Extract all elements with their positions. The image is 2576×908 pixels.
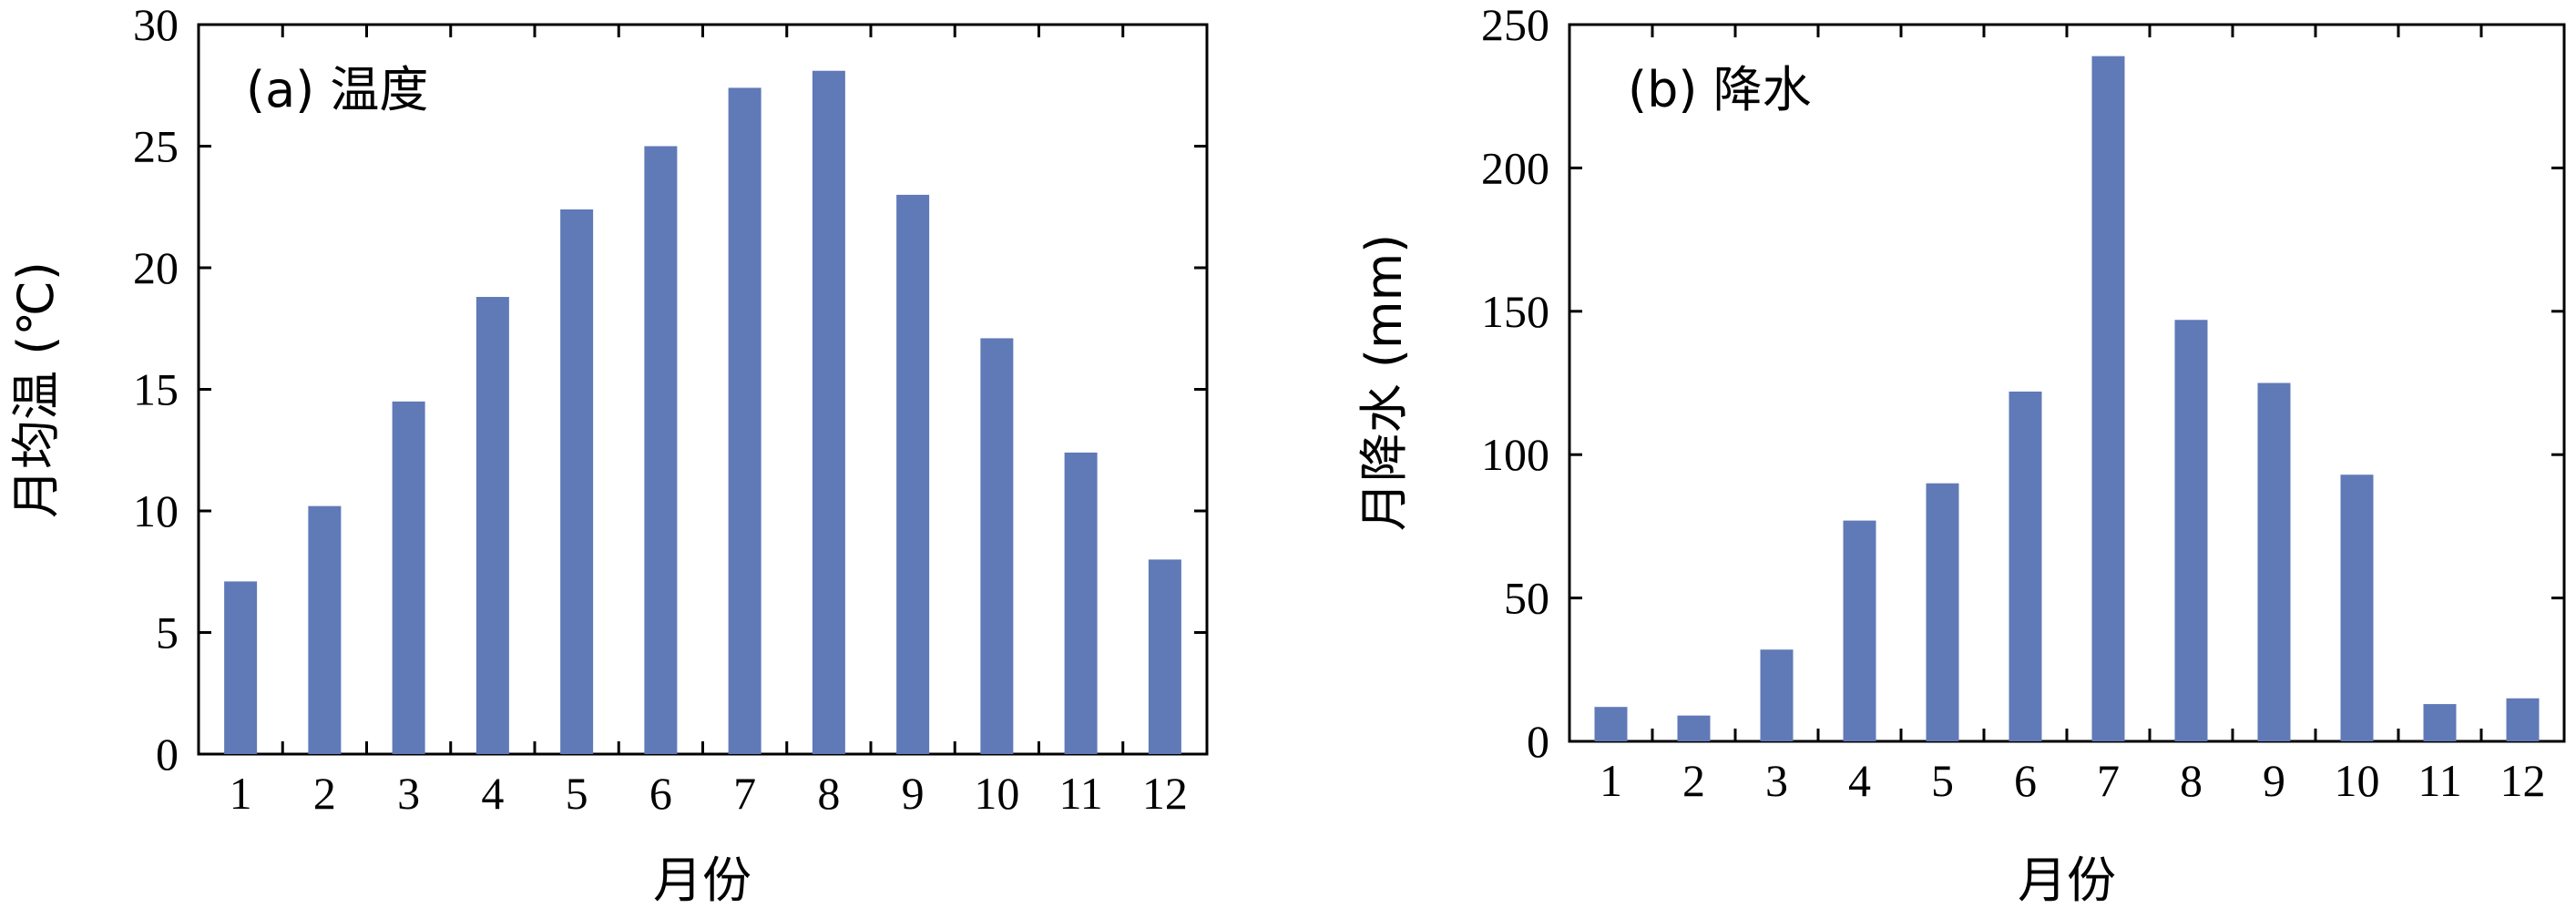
precipitation-panel-title: (b) 降水 (1628, 61, 1812, 118)
temperature-x-tick-label: 9 (902, 768, 925, 819)
precipitation-x-tick-label: 7 (2097, 755, 2120, 806)
temperature-y-tick-label: 30 (133, 0, 179, 50)
precipitation-bar-5 (1926, 483, 1959, 741)
temperature-bar-10 (980, 338, 1014, 754)
precipitation-x-tick-label: 3 (1765, 755, 1788, 806)
temperature-y-tick-label: 0 (156, 729, 179, 780)
precipitation-x-tick-label: 12 (2500, 755, 2546, 806)
precipitation-y-tick-label: 100 (1481, 429, 1549, 480)
temperature-x-tick-label: 12 (1142, 768, 1188, 819)
precipitation-bar-2 (1677, 715, 1711, 741)
precipitation-y-axis-title: 月降水 (mm) (1355, 234, 1413, 532)
temperature-bar-3 (392, 401, 425, 754)
temperature-x-tick-label: 1 (230, 768, 252, 819)
precipitation-bar-7 (2091, 56, 2125, 742)
precipitation-x-tick-label: 8 (2180, 755, 2203, 806)
precipitation-bar-11 (2423, 704, 2457, 741)
precipitation-x-tick-label: 10 (2335, 755, 2380, 806)
temperature-x-tick-label: 3 (397, 768, 420, 819)
temperature-y-axis-title: 月均温 (℃) (7, 261, 65, 518)
temperature-bar-4 (475, 297, 509, 754)
temperature-bar-7 (728, 87, 762, 755)
temperature-x-tick-label: 8 (817, 768, 840, 819)
temperature-bar-1 (224, 581, 258, 754)
precipitation-y-tick-label: 250 (1481, 0, 1549, 50)
precipitation-bar-8 (2174, 320, 2208, 741)
temperature-bar-8 (812, 70, 845, 755)
precipitation-bar-12 (2506, 698, 2540, 741)
precipitation-bar-1 (1594, 707, 1628, 741)
precipitation-bar-10 (2340, 474, 2374, 741)
temperature-y-tick-label: 10 (133, 485, 179, 536)
precipitation-bar-4 (1843, 520, 1876, 741)
precipitation-bars (1594, 56, 2540, 742)
temperature-bar-9 (896, 194, 930, 754)
temperature-x-tick-label: 5 (566, 768, 588, 819)
precipitation-y-tick-label: 50 (1504, 573, 1549, 624)
temperature-bar-5 (560, 209, 594, 755)
temperature-plot-frame (197, 23, 1209, 756)
temperature-x-tick-label: 11 (1059, 768, 1103, 819)
precipitation-bar-9 (2257, 383, 2291, 741)
precipitation-plot-frame (1568, 23, 2566, 743)
temperature-panel-title: (a) 温度 (246, 61, 428, 118)
precipitation-x-tick-label: 11 (2418, 755, 2461, 806)
temperature-x-tick-label: 6 (649, 768, 672, 819)
temperature-bar-6 (644, 146, 678, 754)
precipitation-x-tick-label: 9 (2263, 755, 2285, 806)
precipitation-y-tick-label: 200 (1481, 142, 1549, 193)
temperature-y-tick-label: 20 (133, 242, 179, 293)
temperature-x-tick-label: 10 (974, 768, 1019, 819)
temperature-x-tick-label: 7 (733, 768, 756, 819)
temperature-x-tick-label: 2 (313, 768, 336, 819)
temperature-bar-12 (1148, 559, 1181, 754)
precipitation-x-tick-label: 1 (1600, 755, 1622, 806)
precipitation-x-tick-label: 6 (2014, 755, 2037, 806)
temperature-bar-2 (308, 505, 342, 754)
temperature-x-tick-label: 4 (481, 768, 504, 819)
temperature-y-tick-label: 15 (133, 364, 179, 415)
precipitation-x-tick-label: 5 (1931, 755, 1954, 806)
temperature-y-tick-label: 25 (133, 121, 179, 172)
temperature-y-tick-label: 5 (156, 607, 179, 658)
precipitation-x-tick-label: 2 (1682, 755, 1705, 806)
precipitation-x-tick-label: 4 (1848, 755, 1871, 806)
precipitation-x-axis-title: 月份 (2018, 852, 2116, 908)
temperature-bar-11 (1064, 452, 1098, 754)
precipitation-y-tick-label: 0 (1527, 716, 1549, 767)
precipitation-bar-6 (2009, 391, 2042, 741)
temperature-bars (224, 70, 1181, 755)
precipitation-y-tick-label: 150 (1481, 286, 1549, 337)
temperature-x-axis-title: 月份 (653, 852, 751, 908)
precipitation-bar-3 (1760, 649, 1794, 741)
